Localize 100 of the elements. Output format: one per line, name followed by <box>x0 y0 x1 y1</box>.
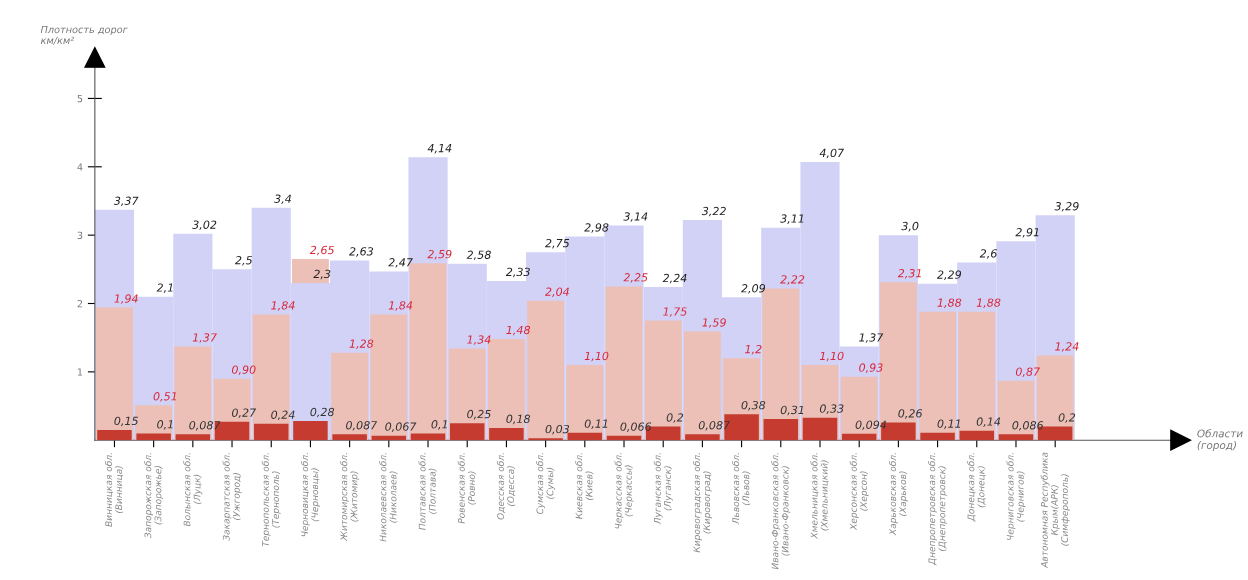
data-label: 1,28 <box>349 339 374 349</box>
data-label: 2,33 <box>505 267 530 278</box>
data-label: 1,10 <box>819 351 844 362</box>
x-tick-label: Харьковская обл. (Харьков) <box>888 453 908 536</box>
data-label: 3,4 <box>274 194 292 205</box>
data-label: 0,15 <box>114 416 138 427</box>
y-tick-label: 4 <box>77 163 83 171</box>
data-label: 0,2 <box>1058 413 1076 423</box>
data-label: 0,38 <box>741 400 766 411</box>
y-tick-label: 1 <box>77 368 83 376</box>
data-label: 2,91 <box>1015 228 1039 238</box>
data-label: 3,02 <box>192 220 217 231</box>
y-tick-label: 3 <box>77 231 83 239</box>
x-tick-label: Винницкая обл. (Винница) <box>104 453 124 527</box>
x-tick-label: Автономная Республика Крым(АРК) (Симферополь) <box>1040 452 1070 569</box>
text: Области (город) <box>1197 429 1243 452</box>
data-label: 1,10 <box>584 351 609 362</box>
data-label: 1,37 <box>859 333 884 343</box>
data-label: 0,067 <box>385 422 417 432</box>
y-tick-label: 2 <box>77 299 83 308</box>
bar <box>998 434 1034 441</box>
bar <box>136 433 171 441</box>
x-tick-label: Сумская обл. (Сумы) <box>536 453 556 515</box>
x-tick-label: Волынская обл. (Луцк) <box>183 453 203 527</box>
bar <box>841 433 877 441</box>
data-label: 2,65 <box>309 245 334 256</box>
data-label: 1,37 <box>192 333 217 343</box>
bar <box>802 417 838 441</box>
bar <box>253 423 289 441</box>
x-tick-label: Запорожская обл. (Запорожье) <box>144 453 164 539</box>
x-tick-label: Хмельницкая обл. (Хмельницкий) <box>810 453 829 539</box>
data-label: 0,93 <box>859 363 883 373</box>
data-label: 0,25 <box>467 409 491 420</box>
x-tick-label: Херсонская обл. (Херсон) <box>849 453 869 531</box>
data-label: 0,28 <box>310 407 335 418</box>
x-tick-label: Тернопольская обл. (Тернополь) <box>261 453 281 547</box>
data-label: 4,07 <box>819 148 845 159</box>
x-tick-label: Донецкая обл. (Донецк) <box>967 453 986 522</box>
data-label: 1,88 <box>937 298 962 308</box>
x-tick-label: Черниговская обл. (Чернигов) <box>1006 453 1026 540</box>
data-label: 2,5 <box>235 256 253 266</box>
data-label: 2,63 <box>349 247 374 257</box>
data-label: 1,48 <box>506 325 531 336</box>
x-tick-label: Львовская обл. (Львов) <box>732 453 751 525</box>
data-label: 0,27 <box>231 408 257 419</box>
x-tick-label: Днепропетровская обл. (Днепропетровск) <box>928 453 948 566</box>
data-label: 1,88 <box>976 298 1001 308</box>
x-tick-label: Кировоградская обл. (Кировоград) <box>692 453 712 553</box>
data-label: 2,6 <box>979 249 997 259</box>
bar <box>97 429 132 441</box>
bar <box>528 438 563 441</box>
x-tick-label: Закарпатская обл. (Ужгород) <box>222 453 242 541</box>
data-label: 3,11 <box>780 214 804 224</box>
data-label: 0,14 <box>976 417 1001 427</box>
x-tick-label: Киевская обл. (Киев) <box>575 453 594 519</box>
bar <box>489 427 524 441</box>
data-label: 1,24 <box>1055 342 1079 352</box>
data-label: 3,14 <box>623 212 648 222</box>
data-label: 1,84 <box>271 301 295 311</box>
data-label: 0,18 <box>506 414 531 425</box>
bar <box>685 434 720 441</box>
x-tick-label: Черновицкая обл. (Черновцы) <box>300 453 320 537</box>
data-label: 0,87 <box>1015 367 1041 377</box>
data-label: 0,066 <box>620 422 652 432</box>
data-label: 1,34 <box>467 335 491 345</box>
data-label: 0,086 <box>1012 421 1044 431</box>
data-label: 2,75 <box>545 238 570 249</box>
bar <box>410 433 446 441</box>
x-tick-label: Ивано-Франковская обл. (Ивано-Франковск) <box>771 453 791 570</box>
bar <box>567 432 603 441</box>
data-label: 0,2 <box>666 413 684 423</box>
data-label: 0,087 <box>346 420 378 431</box>
data-label: 2,22 <box>780 275 805 285</box>
data-label: 3,22 <box>701 206 726 217</box>
data-label: 2,47 <box>388 258 413 268</box>
x-tick-label: Житомирская обл. (Житомир) <box>340 453 360 542</box>
data-label: 2,24 <box>662 273 687 284</box>
data-label: 1,94 <box>114 294 138 304</box>
data-label: 2,09 <box>741 284 766 294</box>
bar <box>332 434 367 441</box>
data-label: 0,24 <box>271 410 295 421</box>
data-label: 1,84 <box>388 301 413 311</box>
y-axis-title: Плотность дорог км/км² <box>40 25 128 45</box>
data-label: 2,04 <box>545 287 569 298</box>
data-label: 0,90 <box>231 365 256 375</box>
data-label: 2,29 <box>937 270 962 280</box>
data-label: 3,0 <box>901 221 919 232</box>
data-label: 0,1 <box>431 420 447 430</box>
bar <box>449 423 485 441</box>
data-label: 2,58 <box>466 250 491 261</box>
data-label: 2,3 <box>313 269 331 280</box>
data-label: 0,11 <box>584 419 608 429</box>
data-label: 2,31 <box>897 269 921 279</box>
data-label: 0,31 <box>780 405 804 416</box>
bar <box>175 434 211 441</box>
x-tick-label: Ровенская обл. (Ровно) <box>457 453 476 524</box>
bar <box>293 421 328 441</box>
data-label: 0,26 <box>898 409 923 419</box>
data-label: 1,59 <box>702 318 726 328</box>
data-label: 0,51 <box>153 392 177 402</box>
